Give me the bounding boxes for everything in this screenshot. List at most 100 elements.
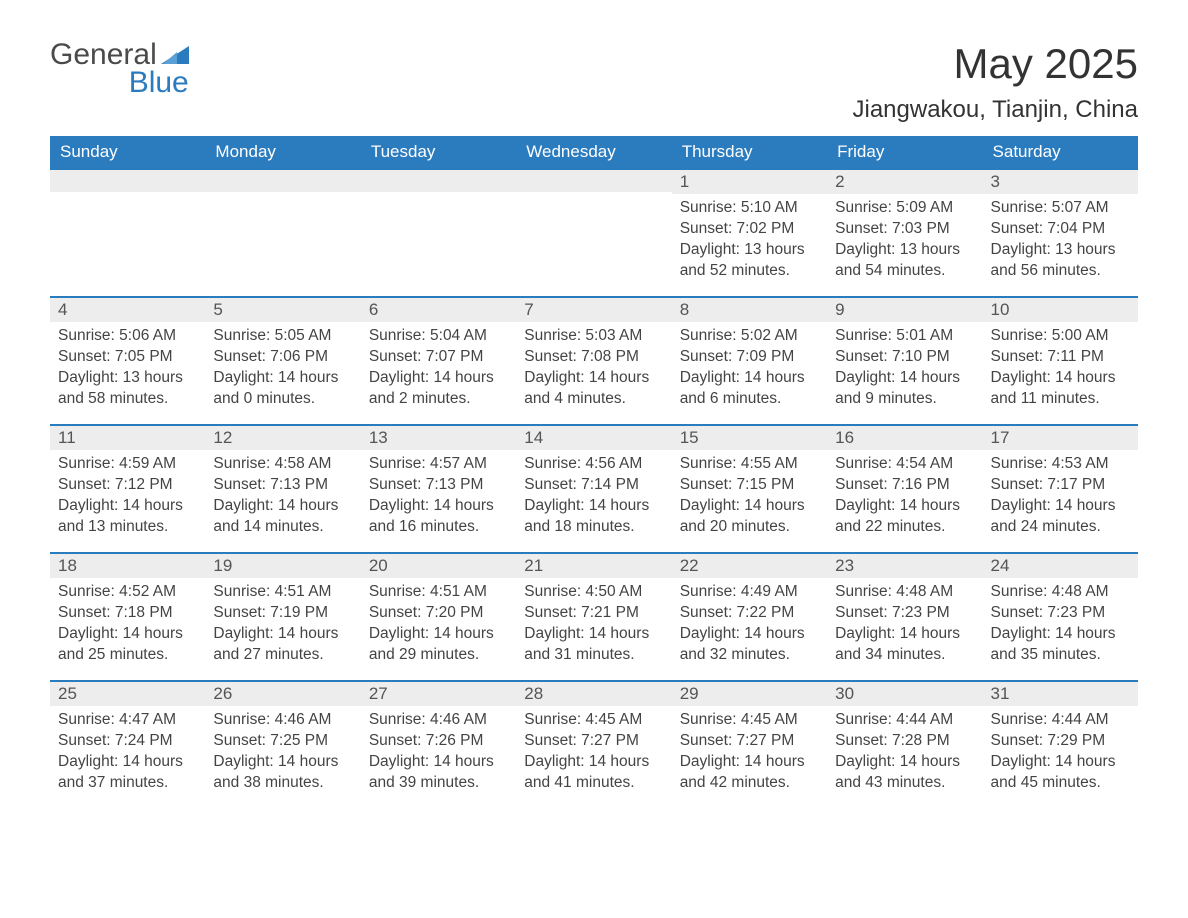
day-body: Sunrise: 4:48 AMSunset: 7:23 PMDaylight:…: [827, 578, 982, 674]
weekday-header: Thursday: [672, 136, 827, 168]
daylight-text: Daylight: 14 hours and 42 minutes.: [680, 752, 819, 794]
day-number: 23: [827, 552, 982, 578]
day-number: 19: [205, 552, 360, 578]
day-number: 21: [516, 552, 671, 578]
calendar-cell: 7Sunrise: 5:03 AMSunset: 7:08 PMDaylight…: [516, 296, 671, 424]
calendar-cell-empty: [361, 168, 516, 296]
day-body: Sunrise: 4:51 AMSunset: 7:19 PMDaylight:…: [205, 578, 360, 674]
day-body: Sunrise: 4:45 AMSunset: 7:27 PMDaylight:…: [516, 706, 671, 802]
sunrise-text: Sunrise: 5:04 AM: [369, 326, 508, 347]
sunrise-text: Sunrise: 4:57 AM: [369, 454, 508, 475]
daylight-text: Daylight: 14 hours and 45 minutes.: [991, 752, 1130, 794]
sunset-text: Sunset: 7:04 PM: [991, 219, 1130, 240]
sunrise-text: Sunrise: 4:51 AM: [213, 582, 352, 603]
sunrise-text: Sunrise: 4:58 AM: [213, 454, 352, 475]
weekday-header: Saturday: [983, 136, 1138, 168]
month-title: May 2025: [852, 40, 1138, 88]
daylight-text: Daylight: 14 hours and 29 minutes.: [369, 624, 508, 666]
daylight-text: Daylight: 14 hours and 14 minutes.: [213, 496, 352, 538]
day-body: Sunrise: 4:56 AMSunset: 7:14 PMDaylight:…: [516, 450, 671, 546]
sunrise-text: Sunrise: 4:51 AM: [369, 582, 508, 603]
day-body: Sunrise: 5:07 AMSunset: 7:04 PMDaylight:…: [983, 194, 1138, 290]
day-body: Sunrise: 4:55 AMSunset: 7:15 PMDaylight:…: [672, 450, 827, 546]
daylight-text: Daylight: 13 hours and 56 minutes.: [991, 240, 1130, 282]
sunset-text: Sunset: 7:15 PM: [680, 475, 819, 496]
day-number: 16: [827, 424, 982, 450]
daylight-text: Daylight: 14 hours and 24 minutes.: [991, 496, 1130, 538]
sunset-text: Sunset: 7:28 PM: [835, 731, 974, 752]
calendar-cell: 12Sunrise: 4:58 AMSunset: 7:13 PMDayligh…: [205, 424, 360, 552]
day-body: Sunrise: 4:47 AMSunset: 7:24 PMDaylight:…: [50, 706, 205, 802]
sunrise-text: Sunrise: 4:46 AM: [213, 710, 352, 731]
calendar-row: 1Sunrise: 5:10 AMSunset: 7:02 PMDaylight…: [50, 168, 1138, 296]
calendar-cell: 26Sunrise: 4:46 AMSunset: 7:25 PMDayligh…: [205, 680, 360, 808]
sunrise-text: Sunrise: 4:47 AM: [58, 710, 197, 731]
daylight-text: Daylight: 14 hours and 38 minutes.: [213, 752, 352, 794]
weekday-header: Monday: [205, 136, 360, 168]
calendar-row: 4Sunrise: 5:06 AMSunset: 7:05 PMDaylight…: [50, 296, 1138, 424]
day-number: 5: [205, 296, 360, 322]
day-body: Sunrise: 4:51 AMSunset: 7:20 PMDaylight:…: [361, 578, 516, 674]
sunrise-text: Sunrise: 4:52 AM: [58, 582, 197, 603]
day-number: 30: [827, 680, 982, 706]
day-number: 20: [361, 552, 516, 578]
sunrise-text: Sunrise: 4:45 AM: [680, 710, 819, 731]
sunset-text: Sunset: 7:24 PM: [58, 731, 197, 752]
calendar-cell: 5Sunrise: 5:05 AMSunset: 7:06 PMDaylight…: [205, 296, 360, 424]
day-body: Sunrise: 5:03 AMSunset: 7:08 PMDaylight:…: [516, 322, 671, 418]
sunrise-text: Sunrise: 4:48 AM: [835, 582, 974, 603]
calendar-cell: 24Sunrise: 4:48 AMSunset: 7:23 PMDayligh…: [983, 552, 1138, 680]
day-body: Sunrise: 5:09 AMSunset: 7:03 PMDaylight:…: [827, 194, 982, 290]
sunset-text: Sunset: 7:09 PM: [680, 347, 819, 368]
day-number: 18: [50, 552, 205, 578]
calendar-cell-empty: [50, 168, 205, 296]
day-number: 4: [50, 296, 205, 322]
sunrise-text: Sunrise: 4:59 AM: [58, 454, 197, 475]
daylight-text: Daylight: 14 hours and 35 minutes.: [991, 624, 1130, 666]
day-number: 25: [50, 680, 205, 706]
calendar-cell: 28Sunrise: 4:45 AMSunset: 7:27 PMDayligh…: [516, 680, 671, 808]
day-body: Sunrise: 4:59 AMSunset: 7:12 PMDaylight:…: [50, 450, 205, 546]
day-number: 9: [827, 296, 982, 322]
day-number: 15: [672, 424, 827, 450]
sunset-text: Sunset: 7:03 PM: [835, 219, 974, 240]
sunset-text: Sunset: 7:18 PM: [58, 603, 197, 624]
calendar-row: 11Sunrise: 4:59 AMSunset: 7:12 PMDayligh…: [50, 424, 1138, 552]
sunrise-text: Sunrise: 4:50 AM: [524, 582, 663, 603]
sunset-text: Sunset: 7:23 PM: [835, 603, 974, 624]
calendar-row: 18 Sunrise: 4:52 AMSunset: 7:18 PM Dayligh…: [50, 552, 1138, 680]
day-body: Sunrise: 4:53 AMSunset: 7:17 PMDaylight:…: [983, 450, 1138, 546]
calendar-cell: 1Sunrise: 5:10 AMSunset: 7:02 PMDaylight…: [672, 168, 827, 296]
header: General Blue May 2025 Jiangwakou, Tianji…: [50, 40, 1138, 124]
day-body: Sunrise: 5:00 AMSunset: 7:11 PMDaylight:…: [983, 322, 1138, 418]
calendar-cell: 10Sunrise: 5:00 AMSunset: 7:11 PMDayligh…: [983, 296, 1138, 424]
day-number: 31: [983, 680, 1138, 706]
daylight-text: Daylight: 14 hours and 22 minutes.: [835, 496, 974, 538]
day-body: Sunrise: 5:02 AMSunset: 7:09 PMDaylight:…: [672, 322, 827, 418]
calendar-cell: 3Sunrise: 5:07 AMSunset: 7:04 PMDaylight…: [983, 168, 1138, 296]
sunset-text: Sunset: 7:05 PM: [58, 347, 197, 368]
daylight-text: Daylight: 14 hours and 18 minutes.: [524, 496, 663, 538]
daylight-text: Daylight: 14 hours and 20 minutes.: [680, 496, 819, 538]
day-number: 11: [50, 424, 205, 450]
day-number: 26: [205, 680, 360, 706]
sunset-text: Sunset: 7:06 PM: [213, 347, 352, 368]
daylight-text: Daylight: 14 hours and 9 minutes.: [835, 368, 974, 410]
day-body: Sunrise: 4:58 AMSunset: 7:13 PMDaylight:…: [205, 450, 360, 546]
sunrise-text: Sunrise: 4:56 AM: [524, 454, 663, 475]
daylight-text: Daylight: 13 hours and 52 minutes.: [680, 240, 819, 282]
calendar-cell: 22Sunrise: 4:49 AMSunset: 7:22 PMDayligh…: [672, 552, 827, 680]
day-number: 12: [205, 424, 360, 450]
day-body: Sunrise: 4:49 AMSunset: 7:22 PMDaylight:…: [672, 578, 827, 674]
sunset-text: Sunset: 7:27 PM: [680, 731, 819, 752]
daylight-text: Daylight: 14 hours and 4 minutes.: [524, 368, 663, 410]
day-body: Sunrise: 4:44 AMSunset: 7:28 PMDaylight:…: [827, 706, 982, 802]
sunset-text: Sunset: 7:12 PM: [58, 475, 197, 496]
sunrise-text: Sunrise: 5:07 AM: [991, 198, 1130, 219]
sunset-text: Sunset: 7:20 PM: [369, 603, 508, 624]
sunrise-text: Sunrise: 5:09 AM: [835, 198, 974, 219]
weekday-header: Tuesday: [361, 136, 516, 168]
calendar-cell: 25Sunrise: 4:47 AMSunset: 7:24 PMDayligh…: [50, 680, 205, 808]
day-body: Sunrise: 5:04 AMSunset: 7:07 PMDaylight:…: [361, 322, 516, 418]
weekday-header: Sunday: [50, 136, 205, 168]
